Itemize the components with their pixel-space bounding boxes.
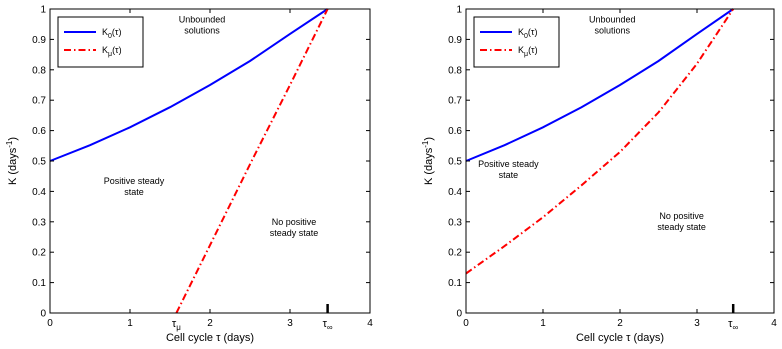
region-annotation-1: Unbounded solutions [589, 15, 636, 36]
legend-label: K0(τ) [518, 27, 537, 40]
x-tick-label: 4 [367, 318, 373, 329]
y-tick-label: 0.5 [32, 157, 46, 168]
y-tick-label: 0.2 [448, 248, 462, 259]
y-tick-label: 0.7 [32, 96, 46, 107]
x-tick-label: 1 [540, 318, 546, 329]
y-axis-label: K (days-1) [5, 137, 19, 185]
x-tick-label: 1 [127, 318, 133, 329]
x-tick-label: 3 [287, 318, 293, 329]
x-tick-label: 0 [463, 318, 469, 329]
y-tick-label: 0.1 [32, 278, 46, 289]
chart-panel-2: 0 0.1 0.2 0.3 0.4 0.5 0.6 0.7 0.8 0.9 1 0 1 2 3 4 τ∞ Cell… [421, 5, 777, 345]
y-tick-label: 0.2 [32, 248, 46, 259]
y-tick-label: 0.8 [448, 65, 462, 76]
y-tick-label: 1 [456, 5, 462, 16]
marker-label-tau: τ∞ [323, 318, 333, 332]
y-tick-label: 0.6 [32, 126, 46, 137]
marker-label-tau: τ∞ [728, 318, 738, 332]
region-annotation-3: No positive steady state [657, 211, 706, 232]
series-line-2 [175, 8, 329, 314]
y-tick-label: 0.3 [448, 217, 462, 228]
x-tick-label: 4 [771, 318, 777, 329]
y-tick-label: 0.9 [32, 35, 46, 46]
y-tick-label: 1 [40, 5, 46, 16]
y-tick-label: 0 [40, 309, 46, 320]
x-tick-label: 3 [694, 318, 700, 329]
y-tick-label: 0.4 [32, 187, 46, 198]
legend-label: K0(τ) [102, 27, 121, 40]
legend: K0(τ) Kμ(τ) [473, 16, 560, 68]
series-line-1 [465, 8, 734, 162]
legend-label: Kμ(τ) [518, 45, 538, 58]
y-tick-label: 0.9 [448, 35, 462, 46]
legend-label: Kμ(τ) [102, 45, 122, 58]
y-tick-label: 0.3 [32, 217, 46, 228]
marker-label-tau: τμ [172, 318, 181, 332]
y-axis-label: K (days-1) [421, 137, 435, 185]
chart-panel-1: 0 0.1 0.2 0.3 0.4 0.5 0.6 0.7 0.8 0.9 1 0 1 2 3 4 τμ τ∞ Ce… [5, 5, 373, 345]
series-line-2 [465, 8, 735, 275]
y-tick-label: 0.6 [448, 126, 462, 137]
y-tick-label: 0.8 [32, 65, 46, 76]
x-tick-label: 2 [617, 318, 623, 329]
y-tick-label: 0.7 [448, 96, 462, 107]
series-line-1 [49, 8, 329, 162]
y-tick-label: 0 [456, 309, 462, 320]
y-tick-label: 0.1 [448, 278, 462, 289]
legend-box [473, 16, 560, 68]
region-annotation-1: Unbounded solutions [179, 15, 226, 36]
region-annotation-2: Positive steady state [104, 176, 165, 197]
region-annotation-3: No positive steady state [270, 217, 319, 238]
legend-box [57, 16, 144, 68]
legend: K0(τ) Kμ(τ) [57, 16, 144, 68]
x-tick-label: 0 [47, 318, 53, 329]
x-tick-label: 2 [207, 318, 213, 329]
x-axis-label: Cell cycle τ (days) [576, 332, 664, 344]
x-axis-label: Cell cycle τ (days) [166, 332, 254, 344]
region-annotation-2: Positive steady state [478, 159, 539, 180]
y-tick-label: 0.5 [448, 157, 462, 168]
y-tick-label: 0.4 [448, 187, 462, 198]
